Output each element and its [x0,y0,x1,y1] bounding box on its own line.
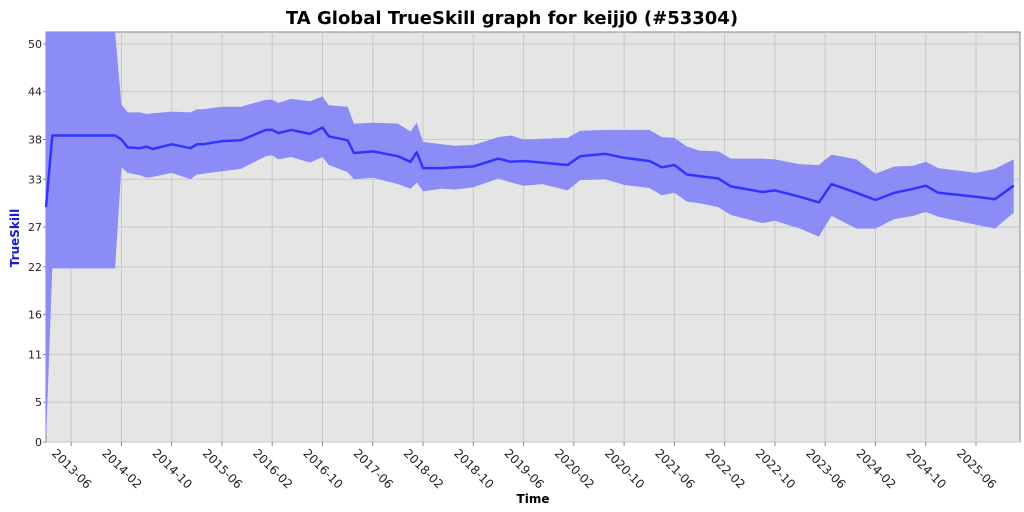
x-tick-label: 2022-10 [753,446,798,491]
x-tick-label: 2016-02 [250,446,295,491]
x-tick-label: 2013-06 [49,446,94,491]
y-tick-label: 0 [35,436,42,449]
x-tick-label: 2021-06 [652,446,697,491]
y-tick-label: 38 [28,133,42,146]
y-axis-ticks: 0 5 11 16 22 27 33 38 44 50 [28,38,46,449]
plot-marks [44,32,1015,442]
uncertainty-band [46,32,1014,442]
plot-area [45,31,1021,443]
x-tick-label: 2016-10 [300,446,345,491]
x-tick-label: 2022-02 [703,446,748,491]
x-tick-label: 2017-06 [351,446,396,491]
grid-lines [46,32,1020,443]
x-tick-label: 2023-06 [803,446,848,491]
x-tick-label: 2020-10 [602,446,647,491]
x-tick-label: 2015-06 [200,446,245,491]
x-tick-label: 2014-10 [150,446,195,491]
y-tick-label: 5 [35,396,42,409]
y-tick-label: 22 [28,261,42,274]
y-tick-label: 44 [28,86,42,99]
y-axis-label: TrueSkill [8,209,22,267]
y-tick-label: 50 [28,38,42,51]
x-axis-ticks: 2013-06 2014-02 2014-10 2015-06 2016-02 2016-… [49,442,999,492]
x-tick-label: 2018-10 [451,446,496,491]
x-tick-label: 2024-10 [904,446,949,491]
x-tick-label: 2014-02 [99,446,144,491]
y-tick-label: 16 [28,309,42,322]
x-tick-label: 2018-02 [401,446,446,491]
trueskill-line [44,126,1015,208]
y-tick-label: 33 [28,173,42,186]
x-tick-label: 2025-06 [954,446,999,491]
x-axis-label: Time [517,492,550,506]
y-tick-label: 27 [28,221,42,234]
x-tick-label: 2019-06 [501,446,546,491]
y-tick-label: 11 [28,348,42,361]
chart-title: TA Global TrueSkill graph for keijj0 (#5… [286,8,738,29]
x-tick-label: 2020-02 [552,446,597,491]
x-tick-label: 2024-02 [853,446,898,491]
